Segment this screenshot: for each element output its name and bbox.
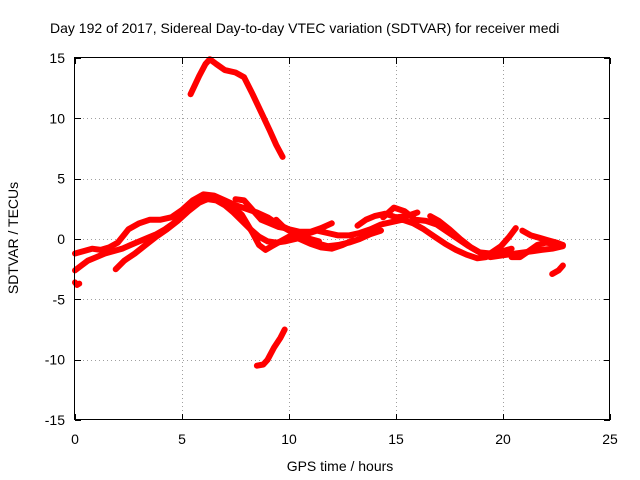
y-tick-label: -5: [53, 291, 66, 307]
series-arc-low: [253, 326, 288, 369]
series-arc-12: [549, 262, 566, 277]
axis-ticks: [75, 58, 611, 421]
y-tick-label: 5: [57, 171, 65, 187]
series-arc-5: [273, 216, 322, 245]
y-tick-label: 10: [49, 110, 65, 126]
x-axis-label: GPS time / hours: [287, 458, 394, 474]
series-arc-11: [519, 227, 566, 248]
x-tick-label: 10: [281, 431, 297, 447]
series-arc-1: [72, 196, 515, 274]
x-tick-label: 0: [71, 431, 79, 447]
y-tick-label: -15: [45, 412, 65, 428]
series-arc-3: [112, 195, 357, 273]
plot-frame: [74, 57, 610, 420]
x-tick-label: 5: [178, 431, 186, 447]
series-arc-4: [232, 196, 288, 232]
x-tick-label: 25: [602, 431, 618, 447]
series-layer: [72, 56, 566, 369]
series-arc-high: [187, 56, 286, 160]
y-axis-label: SDTVAR / TECUs: [5, 182, 21, 294]
chart-title: Day 192 of 2017, Sidereal Day-to-day VTE…: [50, 20, 559, 36]
series-arc-6: [311, 227, 384, 250]
x-tick-label: 20: [495, 431, 511, 447]
y-tick-label: 0: [57, 231, 65, 247]
series-arc-9: [427, 213, 566, 261]
x-tick-label: 15: [388, 431, 404, 447]
y-tick-label: 15: [49, 50, 65, 66]
series-arc-13: [72, 279, 83, 288]
y-tick-label: -10: [45, 352, 65, 368]
tick-labels: 0 5 10 15 20 25 -15 -10 -5 0 5 10 15: [45, 50, 618, 447]
